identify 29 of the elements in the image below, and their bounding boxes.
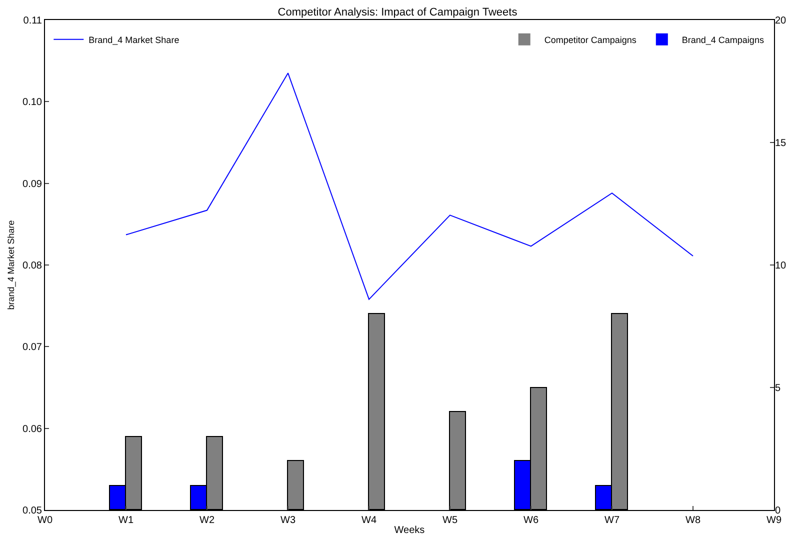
y-tick-label: 0.10: [22, 97, 42, 108]
x-tick-label: W8: [686, 515, 701, 526]
x-tick-label: W6: [524, 515, 539, 526]
line-series: [126, 72, 694, 300]
x-tick-label: W0: [38, 515, 53, 526]
y-tick-label: 0.07: [22, 342, 42, 354]
x-axis-title: Weeks: [394, 525, 425, 536]
y-tick-label: 0.11: [23, 16, 42, 26]
y-tick-label: 0.06: [22, 424, 42, 435]
y2-tick-label: 15: [775, 138, 787, 149]
x-tick-label: W1: [118, 515, 134, 526]
x-tick-label: W7: [604, 515, 620, 526]
y-tick-label: 0.05: [22, 506, 42, 516]
x-tick-label: W5: [442, 515, 458, 526]
y-axis-title: brand_4 Market Share: [6, 220, 16, 310]
x-tick-label: W2: [200, 515, 215, 526]
y2-tick-label: 10: [775, 260, 787, 272]
legend-label: Brand_4 Market Share: [88, 34, 180, 45]
x-tick-label: W4: [362, 515, 377, 526]
legend-label: Competitor Campaigns: [544, 34, 637, 45]
y2-tick-label: 5: [775, 383, 781, 394]
x-tick-label: W9: [766, 515, 782, 526]
y-tick-label: 0.09: [22, 178, 42, 190]
chart-title: Competitor Analysis: Impact of Campaign Tweets: [278, 6, 518, 19]
y-tick-label: 0.08: [22, 260, 42, 272]
legend-label: Brand_4 Campaigns: [682, 34, 764, 45]
y2-tick-label: 20: [775, 16, 787, 26]
x-tick-label: W3: [280, 515, 296, 526]
y2-tick-label: 0: [775, 506, 781, 516]
